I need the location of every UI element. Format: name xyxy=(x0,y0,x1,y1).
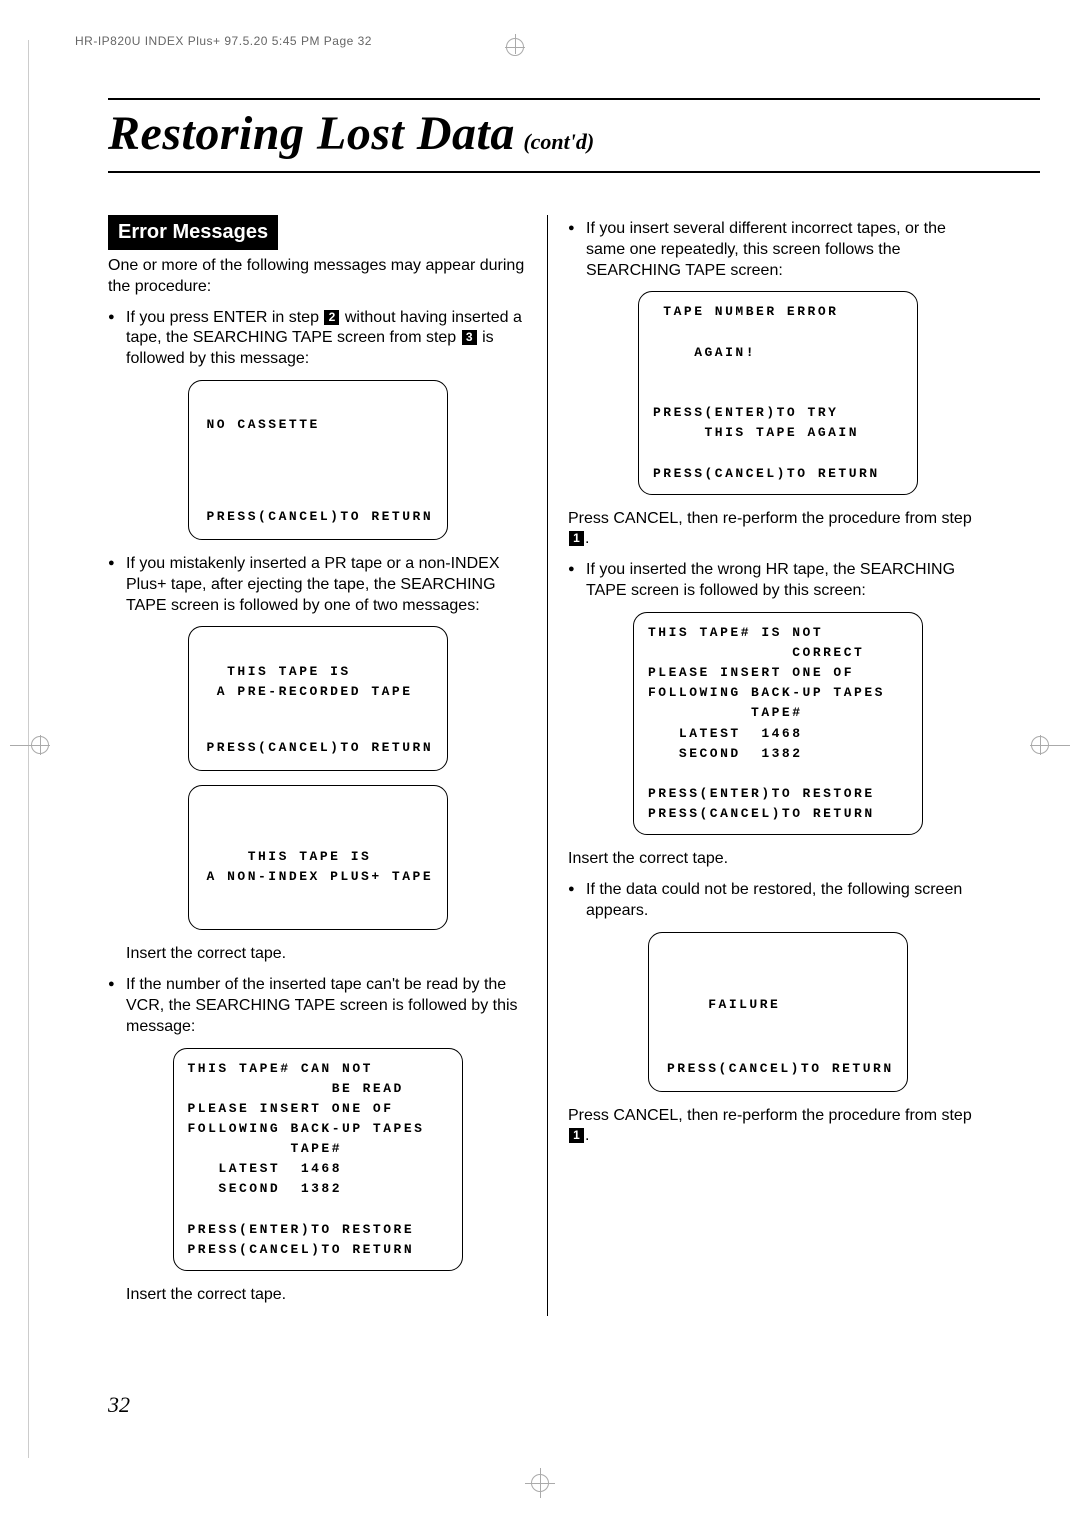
crop-mark-left xyxy=(10,730,50,760)
section-header: Error Messages xyxy=(108,215,278,250)
screen-nonindex: THIS TAPE IS A NON-INDEX PLUS+ TAPE PRES… xyxy=(188,785,448,930)
ra1-pre: Press CANCEL, then re-perform the proced… xyxy=(568,510,972,527)
screen-tape-unreadable: THIS TAPE# CAN NOT BE READ PLEASE INSERT… xyxy=(173,1048,463,1271)
s4: THIS TAPE# CAN NOT BE READ PLEASE INSERT… xyxy=(188,1061,425,1257)
s3l1: THIS TAPE IS xyxy=(207,849,372,864)
print-header: HR-IP820U INDEX Plus+ 97.5.20 5:45 PM Pa… xyxy=(75,34,372,48)
step-ref-1b: 1 xyxy=(569,1128,584,1143)
ra3-pre: Press CANCEL, then re-perform the proced… xyxy=(568,1107,972,1124)
right-bullet-1: If you insert several different incorrec… xyxy=(568,219,988,281)
left-after-3: Insert the correct tape. xyxy=(108,1285,527,1306)
left-after-2: Insert the correct tape. xyxy=(108,944,527,965)
page-title: Restoring Lost Data (cont'd) xyxy=(108,98,1040,173)
title-sub: (cont'd) xyxy=(523,129,594,154)
screen1-l2: PRESS(CANCEL)TO RETURN xyxy=(207,507,429,527)
rs1: TAPE NUMBER ERROR AGAIN! PRESS(ENTER)TO … xyxy=(653,304,880,480)
s2l2: A PRE-RECORDED TAPE xyxy=(207,684,413,699)
rs3l2: PRESS(CANCEL)TO RETURN xyxy=(667,1059,889,1079)
left-column: Error Messages One or more of the follow… xyxy=(108,215,548,1316)
screen-failure: FAILURE PRESS(CANCEL)TO RETURN xyxy=(648,932,908,1092)
crop-mark-bottom xyxy=(525,1468,555,1498)
screen-prerecorded: THIS TAPE IS A PRE-RECORDED TAPE PRESS(C… xyxy=(188,626,448,771)
screen1-l1: NO CASSETTE xyxy=(207,417,320,432)
right-after-3: Press CANCEL, then re-perform the proced… xyxy=(568,1106,988,1148)
s3l2: A NON-INDEX PLUS+ TAPE xyxy=(207,869,434,884)
step-ref-2: 2 xyxy=(324,310,339,325)
right-after-1: Press CANCEL, then re-perform the proced… xyxy=(568,509,988,551)
intro-text: One or more of the following messages ma… xyxy=(108,256,527,298)
page-number: 32 xyxy=(108,1392,130,1418)
ra1-post: . xyxy=(585,530,589,547)
s2l3: PRESS(CANCEL)TO RETURN xyxy=(207,738,429,758)
right-column: If you insert several different incorrec… xyxy=(548,215,988,1316)
title-main: Restoring Lost Data xyxy=(108,107,515,160)
right-after-2: Insert the correct tape. xyxy=(568,849,988,870)
b1-pre: If you press ENTER in step xyxy=(126,309,323,326)
s2l1: THIS TAPE IS xyxy=(207,664,351,679)
left-bullet-1: If you press ENTER in step 2 without hav… xyxy=(108,308,527,370)
right-bullet-2: If you inserted the wrong HR tape, the S… xyxy=(568,560,988,602)
rs3l1: FAILURE xyxy=(708,997,780,1012)
step-ref-1a: 1 xyxy=(569,531,584,546)
content-columns: Error Messages One or more of the follow… xyxy=(108,215,990,1316)
screen-tape-not-correct: THIS TAPE# IS NOT CORRECT PLEASE INSERT … xyxy=(633,612,923,835)
screen-tape-number-error: TAPE NUMBER ERROR AGAIN! PRESS(ENTER)TO … xyxy=(638,291,918,494)
left-bullet-2: If you mistakenly inserted a PR tape or … xyxy=(108,554,527,616)
right-bullet-3: If the data could not be restored, the f… xyxy=(568,880,988,922)
left-bullet-3: If the number of the inserted tape can't… xyxy=(108,975,527,1037)
rs2: THIS TAPE# IS NOT CORRECT PLEASE INSERT … xyxy=(648,625,885,821)
ra3-post: . xyxy=(585,1127,589,1144)
crop-mark-top xyxy=(500,24,530,54)
step-ref-3: 3 xyxy=(462,330,477,345)
screen-no-cassette: NO CASSETTE PRESS(CANCEL)TO RETURN xyxy=(188,380,448,540)
crop-mark-right xyxy=(1030,730,1070,760)
